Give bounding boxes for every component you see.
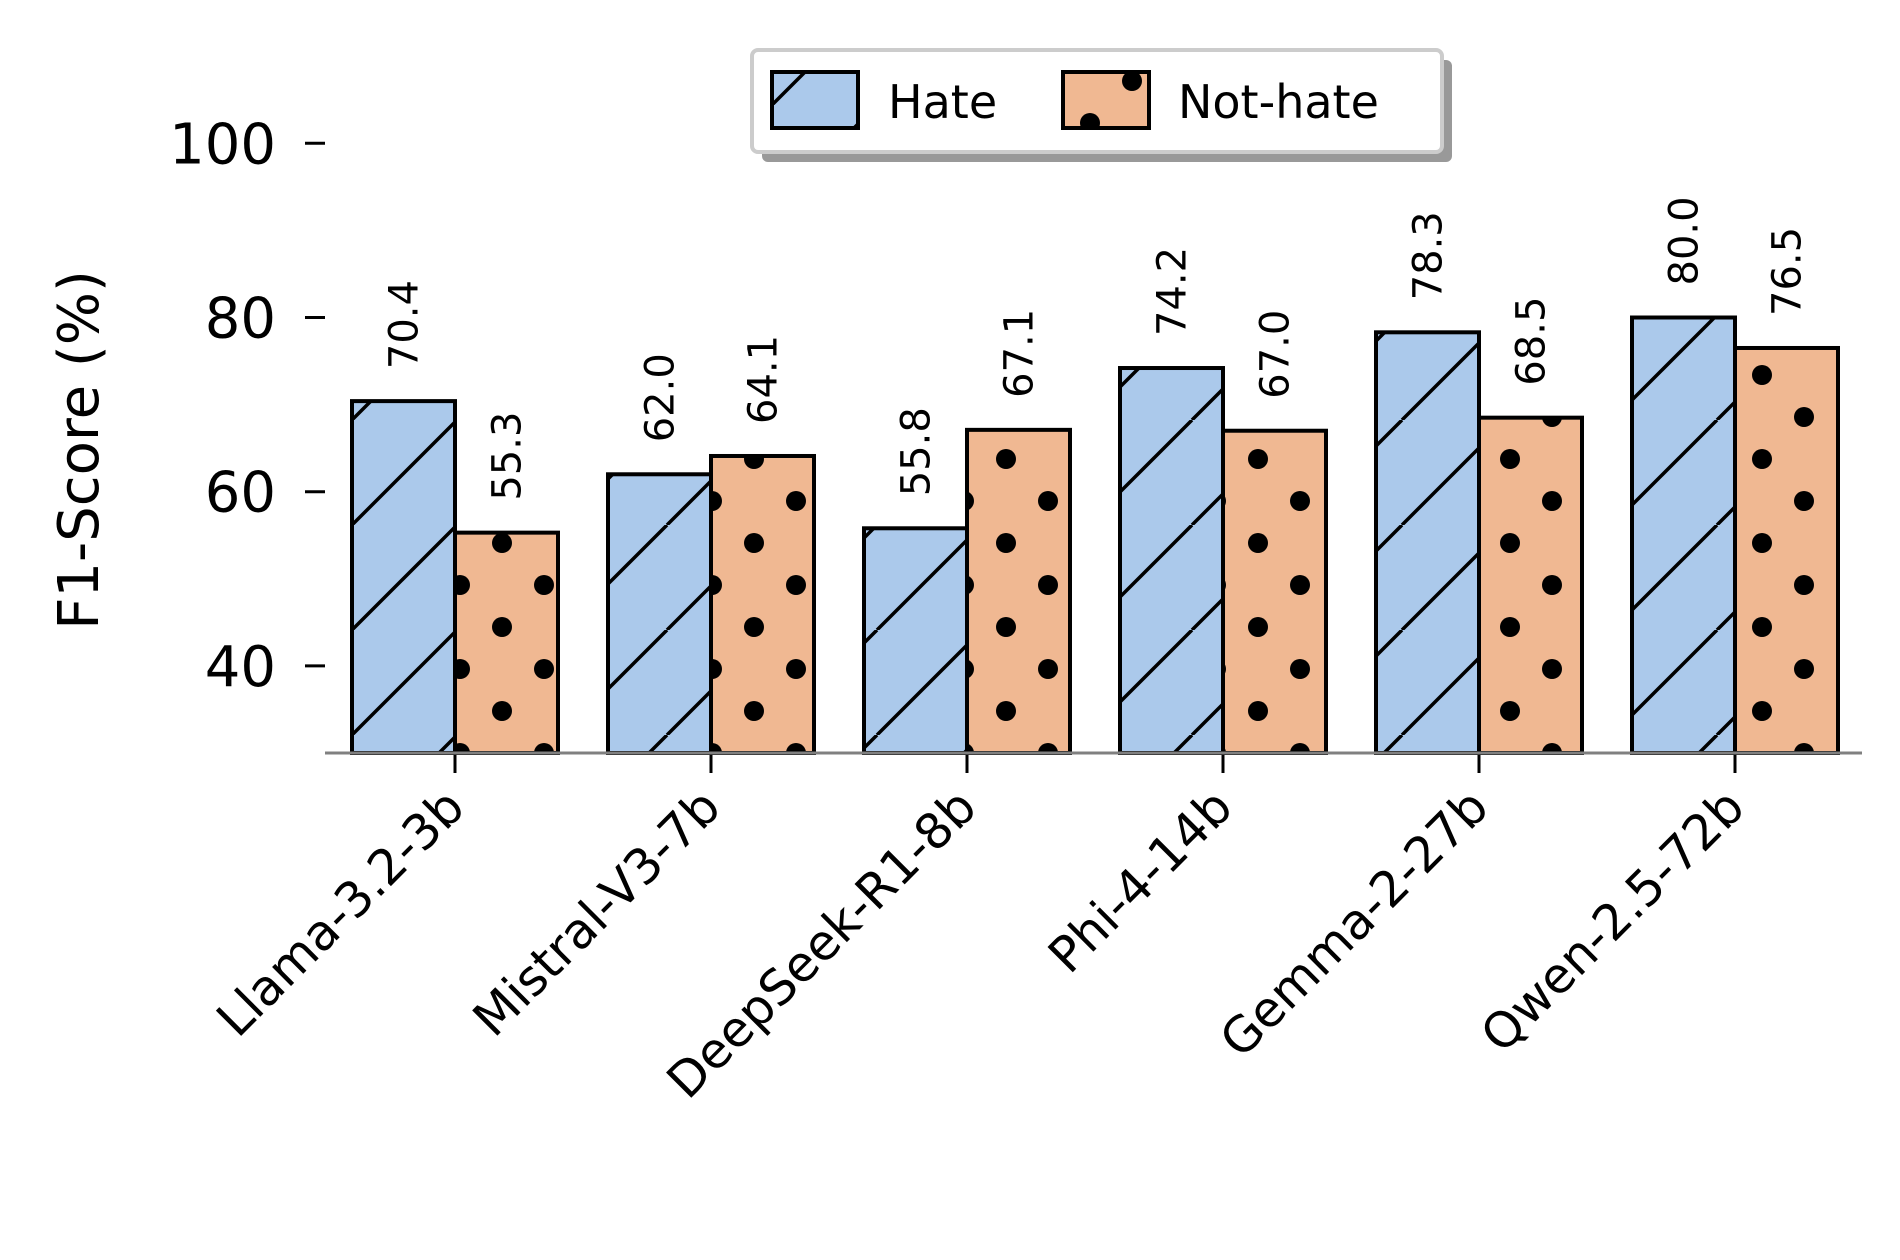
- legend-label: Not-hate: [1178, 75, 1379, 129]
- legend-swatch-hatch: [772, 72, 858, 128]
- y-tick-label: 80: [205, 287, 276, 352]
- bar-hate-hatch: [864, 528, 967, 753]
- bar-value-label: 55.8: [894, 407, 940, 496]
- bar-hate-hatch: [1376, 332, 1479, 753]
- bar-value-label: 67.0: [1253, 310, 1299, 399]
- bar-not-hate-hatch: [711, 455, 814, 753]
- bar-not-hate-hatch: [967, 429, 1070, 753]
- legend-swatch-hatch: [1063, 72, 1149, 128]
- legend: Hate Not-hate: [750, 48, 1452, 162]
- bar-hate-hatch: [1120, 368, 1223, 753]
- legend-swatch-not-hate: [1061, 70, 1151, 130]
- bar-value-label: 78.3: [1406, 211, 1452, 300]
- y-tick-label: 40: [205, 635, 276, 700]
- bar-value-label: 74.2: [1150, 247, 1196, 336]
- bar-hate-hatch: [1632, 317, 1735, 753]
- bar-value-label: 68.5: [1509, 297, 1555, 386]
- legend-swatch-hate: [770, 70, 860, 130]
- y-tick-label: 100: [169, 112, 276, 177]
- bar-not-hate-hatch: [1479, 417, 1582, 753]
- bar-not-hate-hatch: [1223, 430, 1326, 753]
- bar-not-hate-hatch: [1735, 347, 1838, 753]
- x-category-label: Llama-3.2-3b: [206, 778, 476, 1048]
- bar-value-label: 55.3: [485, 412, 531, 501]
- bar-value-label: 62.0: [638, 353, 684, 442]
- bar-value-label: 80.0: [1662, 196, 1708, 285]
- bar-hate-hatch: [608, 474, 711, 753]
- y-axis-label: F1-Score (%): [47, 270, 112, 630]
- bar-hate-hatch: [352, 401, 455, 753]
- x-category-label: Qwen-2.5-72b: [1470, 778, 1755, 1063]
- x-category-label: Gemma-2-27b: [1209, 778, 1499, 1068]
- bar-not-hate-hatch: [455, 532, 558, 753]
- bar-value-label: 76.5: [1765, 227, 1811, 316]
- bar-value-label: 64.1: [741, 335, 787, 424]
- x-category-label: Phi-4-14b: [1038, 778, 1244, 984]
- y-tick-label: 60: [205, 461, 276, 526]
- plot-area: 40 60 80 100 70.4 55.3 Llama-3.2-3b 62.0 64.1 Mis…: [169, 112, 1840, 1110]
- bar-value-label: 67.1: [997, 309, 1043, 398]
- bar-value-label: 70.4: [382, 280, 428, 369]
- legend-label: Hate: [888, 75, 997, 129]
- x-category-label: Mistral-V3-7b: [462, 778, 731, 1047]
